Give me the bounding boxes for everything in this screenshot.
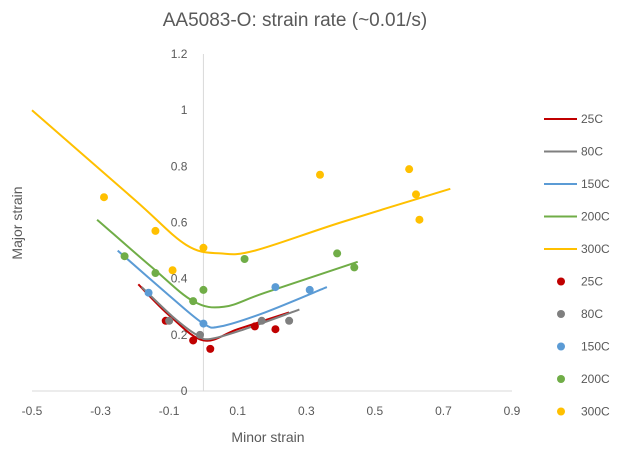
legend-entry-point-80c: 80C bbox=[557, 307, 603, 321]
point-25c bbox=[250, 322, 259, 331]
point-25c bbox=[189, 336, 198, 345]
x-tick-label: 0.5 bbox=[367, 404, 384, 418]
x-tick-label: 0.9 bbox=[504, 404, 521, 418]
point-150c bbox=[271, 283, 280, 292]
fitted-lines bbox=[31, 109, 451, 342]
point-80c bbox=[257, 316, 266, 325]
axes bbox=[32, 54, 512, 392]
legend-marker-swatch bbox=[557, 407, 565, 416]
x-tick-label: 0.7 bbox=[435, 404, 452, 418]
legend-entry-line-200c: 200C bbox=[544, 210, 610, 224]
point-150c bbox=[199, 319, 208, 328]
point-200c bbox=[350, 263, 359, 272]
x-tick-label: 0.1 bbox=[229, 404, 246, 418]
line-150c bbox=[117, 249, 328, 329]
legend-marker-swatch bbox=[557, 342, 565, 351]
line-200c bbox=[96, 218, 359, 309]
legend-entry-point-200c: 200C bbox=[557, 372, 610, 386]
chart-title: AA5083-O: strain rate (~0.01/s) bbox=[163, 10, 428, 31]
point-300c bbox=[168, 266, 177, 275]
point-200c bbox=[240, 255, 249, 264]
point-300c bbox=[412, 190, 420, 199]
point-300c bbox=[199, 243, 208, 252]
y-tick-label: 1 bbox=[181, 103, 188, 117]
y-tick-label: 0.6 bbox=[171, 216, 188, 230]
point-25c bbox=[206, 344, 215, 353]
point-300c bbox=[316, 170, 324, 179]
point-200c bbox=[120, 252, 129, 261]
y-axis-label: Major strain bbox=[9, 186, 25, 259]
legend-label: 80C bbox=[581, 307, 603, 321]
y-tick-label: 0.4 bbox=[171, 272, 188, 286]
x-tick-label: -0.5 bbox=[22, 404, 43, 418]
legend-entry-point-150c: 150C bbox=[557, 340, 610, 354]
line-80c bbox=[141, 286, 300, 341]
point-25c bbox=[271, 325, 280, 334]
legend-label: 200C bbox=[581, 372, 610, 386]
point-200c bbox=[151, 269, 160, 278]
legend-entry-line-300c: 300C bbox=[544, 242, 610, 256]
data-points bbox=[100, 165, 424, 353]
point-200c bbox=[199, 285, 208, 294]
legend-label: 300C bbox=[581, 405, 610, 419]
line-300c bbox=[31, 109, 451, 256]
y-tick-label: 0 bbox=[181, 384, 188, 398]
point-300c bbox=[100, 193, 108, 202]
x-tick-label: -0.1 bbox=[159, 404, 180, 418]
legend-label: 25C bbox=[581, 275, 603, 289]
legend-label: 25C bbox=[581, 112, 603, 126]
y-tick-label: 1.2 bbox=[171, 47, 188, 61]
x-axis-label: Minor strain bbox=[231, 429, 304, 445]
point-200c bbox=[333, 249, 342, 258]
legend-entry-line-25c: 25C bbox=[544, 112, 603, 126]
point-80c bbox=[196, 330, 204, 339]
x-tick-labels: -0.5 -0.3 -0.1 0.1 0.3 0.5 0.7 0.9 bbox=[22, 404, 521, 418]
legend: 25C 80C 150C 200C 300C 25C 80C 150C 200C 300C bbox=[544, 112, 610, 419]
point-300c bbox=[415, 215, 424, 224]
legend-label: 150C bbox=[581, 340, 610, 354]
legend-marker-swatch bbox=[557, 375, 565, 383]
y-tick-label: 0.2 bbox=[171, 328, 188, 342]
legend-label: 200C bbox=[581, 210, 610, 224]
legend-marker-swatch bbox=[557, 310, 565, 318]
legend-entry-point-25c: 25C bbox=[557, 275, 603, 289]
legend-entry-line-80c: 80C bbox=[544, 145, 603, 159]
x-tick-label: -0.3 bbox=[90, 404, 111, 418]
y-tick-labels: 0 0.2 0.4 0.6 0.8 1 1.2 bbox=[171, 47, 188, 398]
legend-label: 80C bbox=[581, 145, 603, 159]
point-80c bbox=[285, 316, 294, 325]
y-tick-label: 0.8 bbox=[171, 159, 188, 173]
point-300c bbox=[405, 165, 414, 174]
legend-label: 150C bbox=[581, 177, 610, 191]
legend-label: 300C bbox=[581, 242, 610, 256]
x-tick-label: 0.3 bbox=[298, 404, 315, 418]
legend-entry-point-300c: 300C bbox=[557, 405, 610, 419]
point-150c bbox=[305, 285, 314, 294]
point-300c bbox=[151, 226, 160, 235]
legend-marker-swatch bbox=[557, 277, 565, 286]
point-80c bbox=[165, 316, 174, 325]
point-150c bbox=[144, 288, 153, 297]
legend-entry-line-150c: 150C bbox=[544, 177, 610, 191]
point-200c bbox=[189, 297, 198, 306]
